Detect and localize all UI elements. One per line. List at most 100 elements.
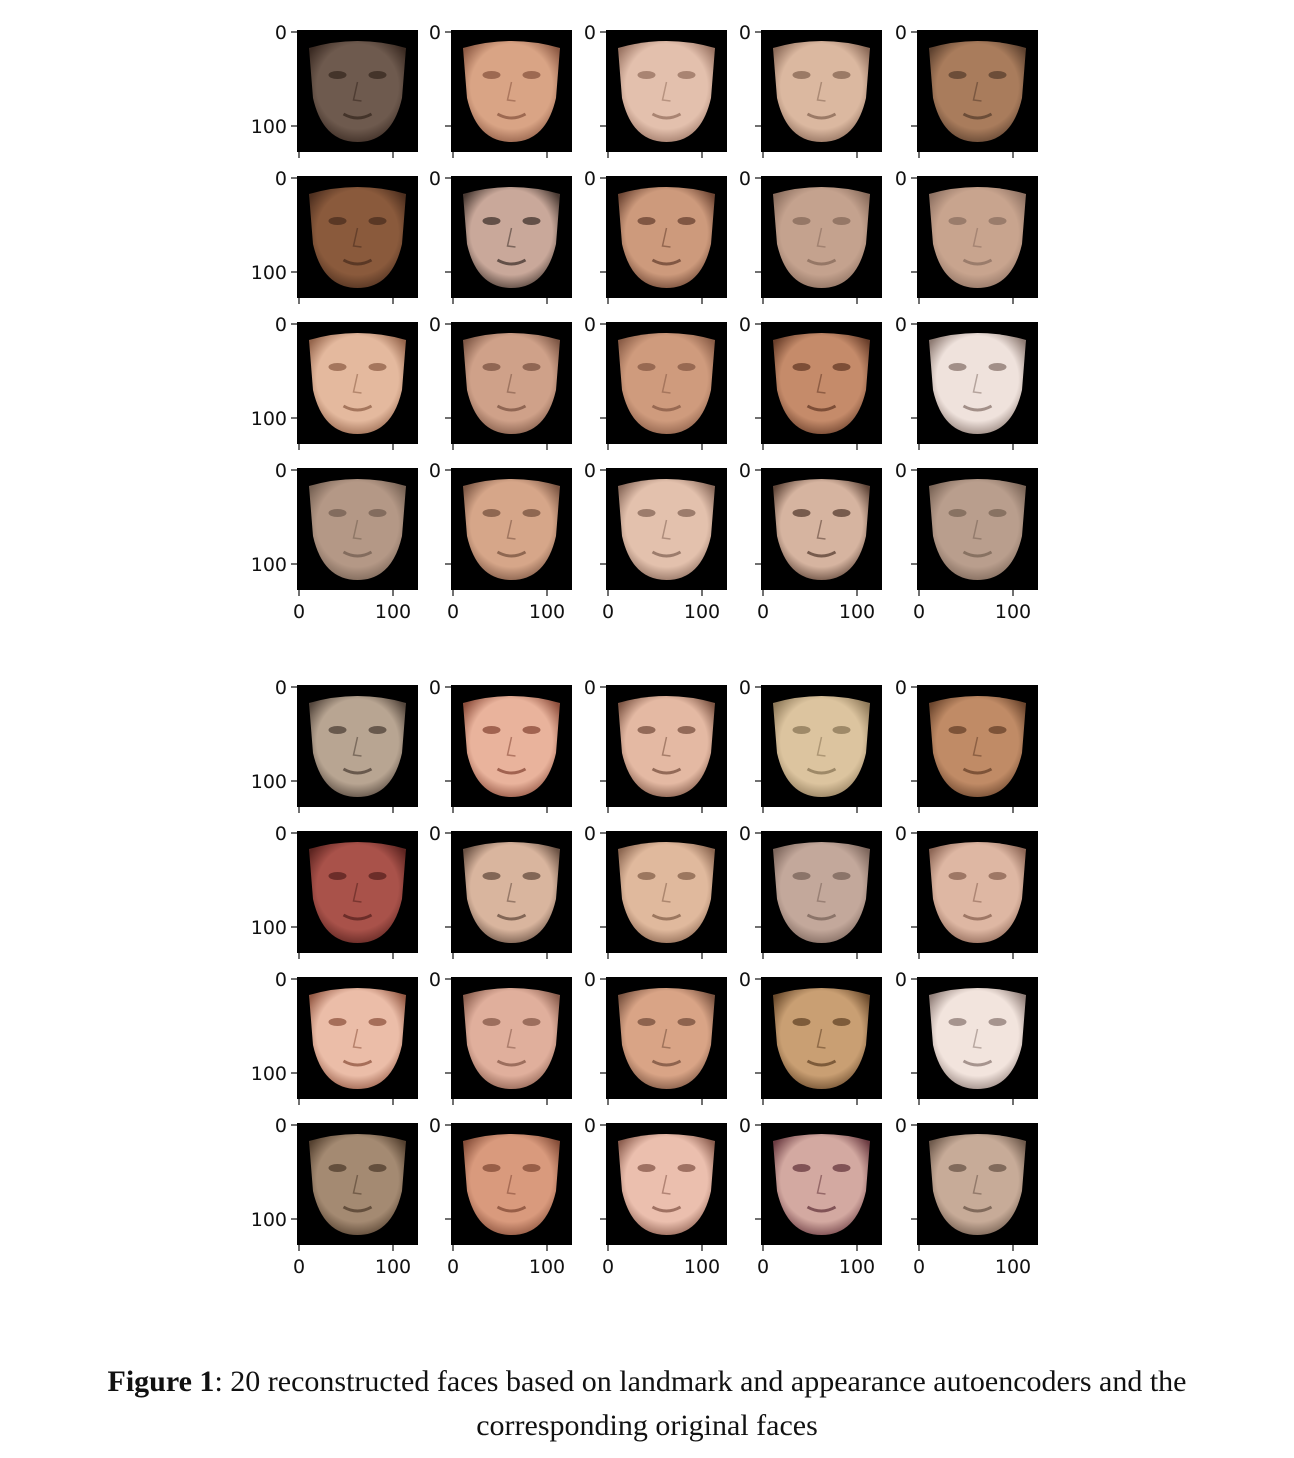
figure-caption: Figure 1: 20 reconstructed faces based o…: [20, 1360, 1274, 1448]
face-mouth: [496, 767, 527, 775]
y-tick-label: 0: [739, 677, 751, 699]
face-panel: 0: [739, 314, 882, 450]
face-eye: [482, 1018, 501, 1026]
face-mouth: [496, 550, 527, 558]
face-panel: 0 0 100: [584, 1115, 727, 1278]
face-eye: [988, 217, 1007, 225]
face-nose: [816, 882, 826, 903]
face-image: [773, 696, 870, 797]
x-tick-label: 0: [602, 1256, 614, 1278]
face-nose: [661, 736, 671, 757]
face-panel: 0: [739, 22, 882, 158]
face-eye: [522, 71, 541, 79]
face-eye: [328, 509, 347, 517]
face-mouth: [806, 1205, 837, 1213]
face-panel: 0: [895, 677, 1038, 813]
y-tick-label: 0: [739, 168, 751, 190]
face-mouth: [962, 1059, 993, 1067]
face-eye: [948, 726, 967, 734]
face-eye: [832, 71, 851, 79]
face-image: [309, 988, 406, 1089]
face-eye: [637, 71, 656, 79]
x-tick-label: 100: [684, 1256, 720, 1278]
y-tick-label: 100: [251, 554, 287, 576]
y-tick-label: 100: [251, 771, 287, 793]
face-eye: [988, 872, 1007, 880]
grid-original: 0 100 0 0 0 0 0 100 0 0 0 0 0 100 0 0 0 0 0 100 0 100 0 0 100 0 0 1…: [251, 677, 1038, 1278]
y-tick-label: 0: [895, 22, 907, 44]
face-panel: 0: [584, 22, 727, 158]
y-tick-label: 0: [275, 1115, 287, 1137]
face-panel: 0: [895, 969, 1038, 1105]
face-panel: 0: [739, 168, 882, 304]
face-mouth: [342, 1059, 373, 1067]
y-tick-label: 0: [739, 823, 751, 845]
face-panel: 0: [429, 823, 572, 959]
face-eye: [328, 1018, 347, 1026]
face-mouth: [342, 258, 373, 266]
face-image: [929, 479, 1026, 580]
face-nose: [972, 1028, 982, 1049]
face-eye: [328, 71, 347, 79]
face-image: [463, 333, 560, 434]
face-panel: 0: [895, 314, 1038, 450]
face-panel: 0: [429, 314, 572, 450]
face-image: [929, 1134, 1026, 1235]
face-nose: [816, 1028, 826, 1049]
face-eye: [482, 872, 501, 880]
face-eye: [988, 726, 1007, 734]
face-mouth: [962, 258, 993, 266]
face-eye: [637, 509, 656, 517]
face-eye: [832, 726, 851, 734]
x-tick-label: 0: [913, 601, 925, 623]
face-image: [618, 1134, 715, 1235]
face-eye: [368, 71, 387, 79]
face-mouth: [651, 112, 682, 120]
face-nose: [972, 373, 982, 394]
face-eye: [677, 1018, 696, 1026]
face-panel: 0: [739, 969, 882, 1105]
face-eye: [948, 217, 967, 225]
y-tick-label: 0: [584, 969, 596, 991]
face-nose: [816, 227, 826, 248]
face-eye: [522, 509, 541, 517]
x-tick-label: 0: [757, 601, 769, 623]
face-panel: 0: [429, 677, 572, 813]
face-image: [929, 696, 1026, 797]
face-panel: 0: [739, 823, 882, 959]
face-eye: [792, 363, 811, 371]
face-nose: [352, 519, 362, 540]
face-eye: [328, 726, 347, 734]
face-mouth: [496, 1205, 527, 1213]
face-mouth: [806, 112, 837, 120]
face-mouth: [962, 1205, 993, 1213]
face-mouth: [342, 1205, 373, 1213]
face-eye: [677, 71, 696, 79]
face-mouth: [496, 112, 527, 120]
x-tick-label: 100: [529, 601, 565, 623]
face-eye: [482, 726, 501, 734]
face-image: [773, 1134, 870, 1235]
face-eye: [368, 1018, 387, 1026]
face-nose: [661, 227, 671, 248]
face-eye: [832, 217, 851, 225]
face-mouth: [806, 404, 837, 412]
face-nose: [506, 81, 516, 102]
face-eye: [522, 363, 541, 371]
face-panel: 0: [895, 22, 1038, 158]
face-eye: [522, 1164, 541, 1172]
y-tick-label: 0: [739, 22, 751, 44]
face-image: [773, 333, 870, 434]
face-eye: [677, 872, 696, 880]
x-tick-label: 0: [757, 1256, 769, 1278]
face-nose: [972, 1174, 982, 1195]
y-tick-label: 100: [251, 1209, 287, 1231]
x-tick-label: 0: [913, 1256, 925, 1278]
y-tick-label: 0: [429, 168, 441, 190]
face-eye: [368, 363, 387, 371]
face-nose: [352, 373, 362, 394]
y-tick-label: 0: [739, 969, 751, 991]
face-nose: [352, 1174, 362, 1195]
face-eye: [368, 1164, 387, 1172]
y-tick-label: 100: [251, 116, 287, 138]
